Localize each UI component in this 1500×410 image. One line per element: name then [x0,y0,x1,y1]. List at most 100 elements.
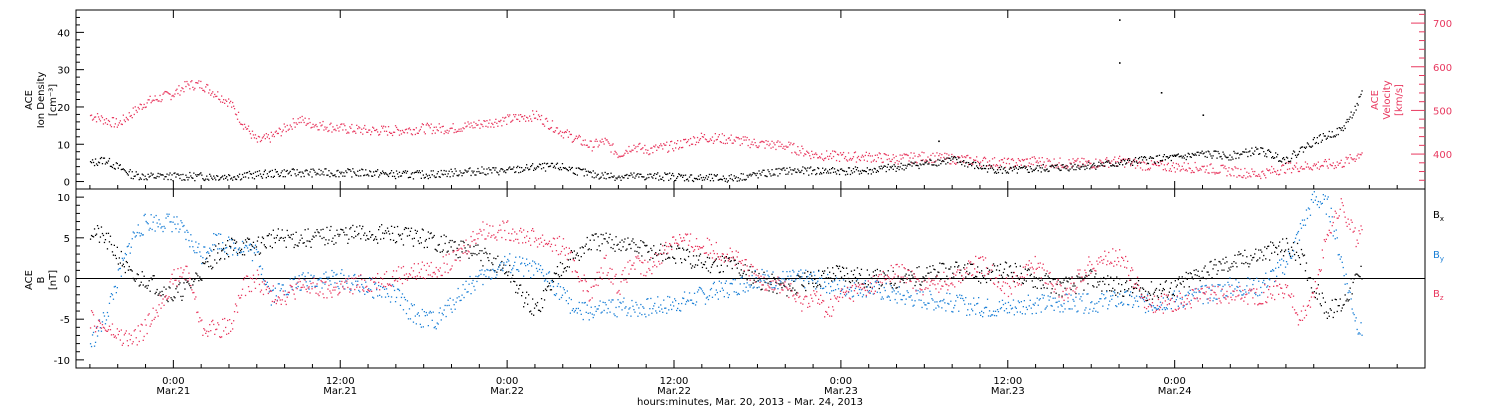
bx-data-point [458,244,460,246]
bx-data-point [988,269,991,271]
density-data-point [1263,151,1265,153]
velocity-data-point [342,129,344,131]
velocity-data-point [819,155,821,158]
bx-data-point [423,246,425,249]
velocity-data-point [1184,169,1186,172]
by-data-point [113,286,115,288]
density-data-point [1204,155,1206,158]
velocity-data-point [534,117,537,119]
density-data-point [1121,159,1123,162]
by-data-point [652,308,654,310]
density-data-point [950,159,952,161]
density-data-point [1103,162,1105,164]
density-data-point [1242,151,1244,153]
velocity-data-point [1320,165,1322,167]
bx-data-point [1198,275,1200,278]
velocity-data-point [501,125,503,127]
velocity-data-point [1247,176,1249,178]
bx-data-point [1284,249,1287,251]
bx-data-point [876,268,878,271]
by-data-point [781,278,783,280]
bx-data-point [651,249,653,252]
velocity-data-point [647,149,649,151]
bx-data-point [759,278,761,280]
density-data-point [420,177,422,179]
bx-data-point [1287,248,1290,250]
by-data-point [658,306,660,308]
velocity-data-point [1193,171,1195,174]
by-data-point [546,280,549,283]
by-data-point [767,274,769,276]
bx-data-point [1206,271,1208,273]
density-data-point [549,165,552,167]
density-data-point [1282,157,1285,159]
velocity-data-point [882,161,884,163]
velocity-data-point [290,126,292,128]
by-data-point [1112,294,1114,297]
bx-data-point [494,270,496,272]
density-data-point [765,175,767,177]
bx-data-point [653,245,655,247]
by-data-point [294,276,296,278]
density-data-point [464,169,466,171]
density-data-point [602,174,604,176]
bx-data-point [1295,251,1298,253]
by-data-point [328,276,330,278]
bx-data-point [688,251,691,253]
bx-data-point [943,263,945,265]
bx-data-point [669,257,671,259]
velocity-data-point [779,141,781,143]
velocity-data-point [849,157,852,160]
velocity-data-point [324,126,326,128]
density-data-point [868,169,870,171]
velocity-data-point [881,161,883,164]
by-data-point [611,299,613,301]
density-data-point [1356,102,1358,105]
by-data-point [905,298,907,300]
velocity-data-point [1310,168,1313,170]
bx-data-point [1035,277,1037,279]
by-data-point [660,304,662,306]
velocity-data-point [1057,166,1059,168]
velocity-data-point [856,157,859,159]
velocity-data-point [1311,169,1314,171]
by-data-point [1017,300,1019,302]
bx-data-point [320,229,322,231]
by-data-point [621,309,623,311]
velocity-data-point [1012,159,1015,162]
bx-data-point [291,238,293,240]
by-data-point [844,295,847,297]
by-data-point [926,308,928,310]
bx-data-point [1023,279,1025,281]
bx-data-point [502,267,504,269]
bx-data-point [1026,269,1028,272]
bx-data-point [733,260,735,262]
by-data-point [250,249,253,251]
by-data-point [498,266,500,268]
bx-data-point [206,257,208,259]
bx-data-point [1232,265,1234,268]
density-data-point [1130,163,1132,165]
bx-data-point [682,247,684,249]
velocity-data-point [115,118,117,120]
velocity-data-point [436,129,438,131]
by-data-point [1025,306,1027,308]
bx-data-point [1008,266,1011,268]
density-data-point [854,166,857,168]
density-data-point [371,175,373,177]
bx-data-point [889,283,891,285]
bx-data-point [1227,270,1229,272]
by-data-point [347,278,349,280]
velocity-data-point [681,147,683,149]
by-data-point [109,296,112,298]
bx-data-point [1220,263,1222,265]
velocity-data-point [1067,166,1069,168]
by-data-point [945,310,947,312]
by-data-point [1035,312,1037,314]
velocity-data-point [507,114,509,116]
density-data-point [215,179,217,181]
density-data-point [1012,166,1015,168]
bx-data-point [309,240,311,243]
bx-data-point [1082,279,1084,281]
velocity-data-point [289,124,291,126]
